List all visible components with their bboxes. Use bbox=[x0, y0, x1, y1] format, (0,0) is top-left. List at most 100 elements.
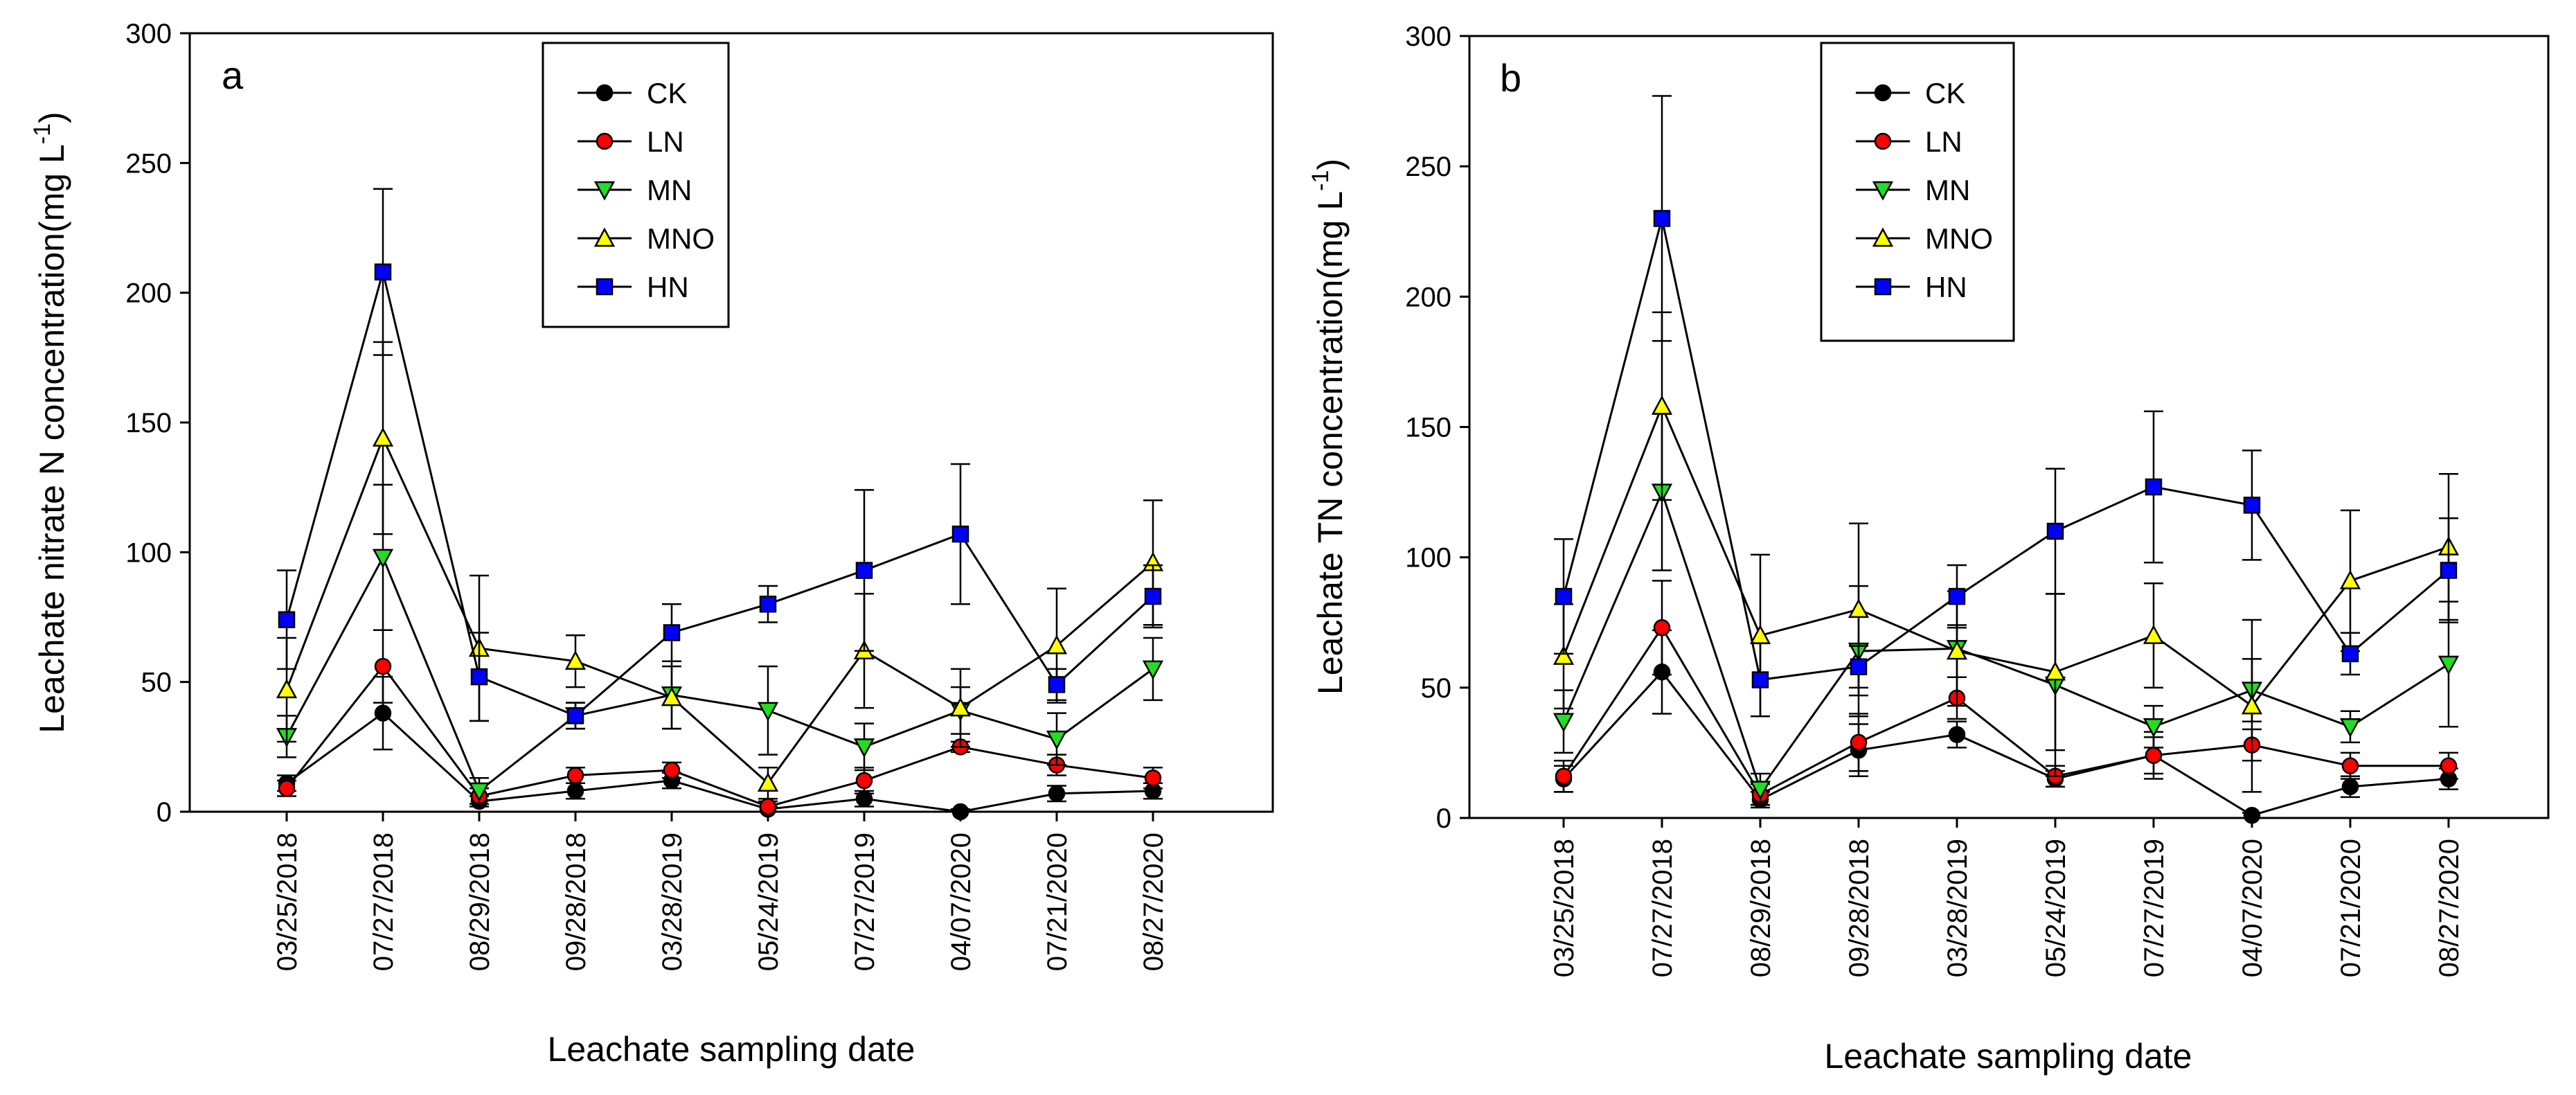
data-point bbox=[2339, 718, 2361, 738]
data-point bbox=[2339, 569, 2361, 589]
data-point bbox=[1651, 395, 1673, 415]
data-point bbox=[663, 624, 681, 641]
legend-item-hn: HN bbox=[578, 271, 689, 303]
legend-item-mn: MN bbox=[578, 174, 692, 206]
data-point bbox=[1555, 767, 1573, 785]
y-tick-label: 250 bbox=[1405, 152, 1451, 182]
data-point bbox=[855, 772, 873, 790]
data-point bbox=[566, 707, 584, 724]
data-point bbox=[951, 525, 969, 543]
x-tick-label: 08/29/2018 bbox=[1746, 839, 1776, 977]
data-point bbox=[564, 650, 587, 670]
legend-item-ln: LN bbox=[1856, 125, 1962, 158]
data-point bbox=[1653, 619, 1671, 636]
x-tick-label: 08/27/2020 bbox=[2434, 839, 2465, 977]
data-point bbox=[470, 668, 488, 686]
x-tick-label: 03/25/2018 bbox=[1549, 839, 1580, 977]
series-mno bbox=[1553, 311, 2460, 793]
legend-item-mn: MN bbox=[1856, 174, 1970, 206]
data-point bbox=[1946, 640, 1968, 660]
x-tick-label: 07/27/2019 bbox=[2139, 839, 2170, 977]
legend-label: MNO bbox=[647, 222, 715, 255]
data-point bbox=[1048, 676, 1066, 693]
legend-label: CK bbox=[647, 77, 687, 109]
series-hn bbox=[277, 188, 1163, 730]
series-line bbox=[285, 435, 1154, 785]
data-point bbox=[374, 263, 392, 281]
x-tick-label: 03/28/2019 bbox=[1942, 839, 1973, 977]
x-tick-label: 08/29/2018 bbox=[465, 833, 495, 971]
series-line bbox=[1562, 489, 2449, 792]
y-tick-label: 150 bbox=[125, 408, 172, 438]
data-point bbox=[278, 780, 296, 797]
x-tick-label: 09/28/2018 bbox=[561, 833, 591, 971]
x-tick-label: 04/07/2020 bbox=[946, 833, 976, 971]
data-point bbox=[2046, 522, 2064, 540]
data-point bbox=[1142, 660, 1164, 680]
data-point bbox=[2044, 661, 2066, 681]
data-point bbox=[1046, 634, 1068, 655]
data-point bbox=[2145, 478, 2163, 496]
data-point bbox=[566, 782, 584, 800]
legend-marker bbox=[1872, 181, 1894, 201]
series-line bbox=[285, 664, 1154, 808]
y-axis-label-unit-sup: -1 bbox=[1307, 170, 1334, 191]
data-point bbox=[855, 562, 873, 579]
series-ln bbox=[1554, 580, 2458, 806]
x-tick-label: 03/25/2018 bbox=[272, 833, 303, 971]
data-point bbox=[2243, 497, 2261, 514]
y-tick-label: 300 bbox=[125, 19, 172, 49]
y-tick-label: 100 bbox=[125, 537, 172, 568]
data-point bbox=[1751, 671, 1769, 688]
y-tick-label: 100 bbox=[1405, 543, 1451, 573]
data-point bbox=[2145, 747, 2163, 764]
y-tick-label: 200 bbox=[125, 278, 172, 309]
data-point bbox=[468, 782, 490, 802]
y-axis-label-end: ) bbox=[33, 112, 71, 123]
legend-marker bbox=[596, 132, 614, 150]
data-point bbox=[951, 803, 969, 821]
x-tick-label: 07/21/2020 bbox=[2336, 839, 2366, 977]
data-point bbox=[2143, 718, 2165, 738]
x-tick-label: 05/24/2019 bbox=[2041, 839, 2071, 977]
legend-marker bbox=[593, 181, 616, 201]
legend-item-mno: MNO bbox=[1856, 222, 1993, 255]
legend-item-ck: CK bbox=[578, 77, 687, 109]
data-point bbox=[1046, 730, 1068, 750]
x-tick-label: 04/07/2020 bbox=[2237, 839, 2268, 977]
y-axis-label: Leachate nitrate N concentration(mg L-1) bbox=[29, 112, 71, 733]
data-point bbox=[1948, 726, 1966, 743]
data-point bbox=[757, 772, 779, 792]
data-point bbox=[2341, 645, 2359, 663]
data-point bbox=[372, 427, 394, 447]
series-line bbox=[1562, 218, 2449, 682]
data-point bbox=[2143, 624, 2165, 644]
y-axis-label-text: Leachate TN concentration(mg L bbox=[1311, 191, 1350, 695]
y-axis-label: Leachate TN concentration(mg L-1) bbox=[1307, 159, 1350, 695]
data-point bbox=[1144, 587, 1162, 605]
y-axis-label-text: Leachate nitrate N concentration(mg L bbox=[33, 144, 71, 733]
legend-label: MN bbox=[647, 174, 692, 206]
series-line bbox=[1562, 403, 2449, 708]
data-point bbox=[757, 702, 779, 722]
data-point bbox=[276, 679, 298, 699]
y-axis-label-unit-sup: -1 bbox=[29, 123, 55, 144]
legend-marker bbox=[596, 84, 614, 102]
data-point bbox=[1553, 713, 1575, 733]
series-line bbox=[285, 555, 1154, 793]
data-point bbox=[1848, 598, 1870, 618]
legend-item-ln: LN bbox=[578, 125, 684, 158]
series-line bbox=[285, 271, 1154, 718]
legend-item-mno: MNO bbox=[578, 222, 715, 255]
series-ck bbox=[1554, 629, 2458, 824]
legend-marker bbox=[596, 278, 614, 296]
data-point bbox=[2341, 757, 2359, 774]
series-line bbox=[286, 711, 1154, 813]
legend: CK LN MN MNO HN bbox=[542, 42, 730, 328]
y-tick-label: 300 bbox=[1405, 21, 1451, 52]
series-line bbox=[1562, 670, 2449, 817]
data-point bbox=[1048, 785, 1066, 803]
legend-item-ck: CK bbox=[1856, 77, 1965, 109]
data-point bbox=[278, 611, 296, 628]
